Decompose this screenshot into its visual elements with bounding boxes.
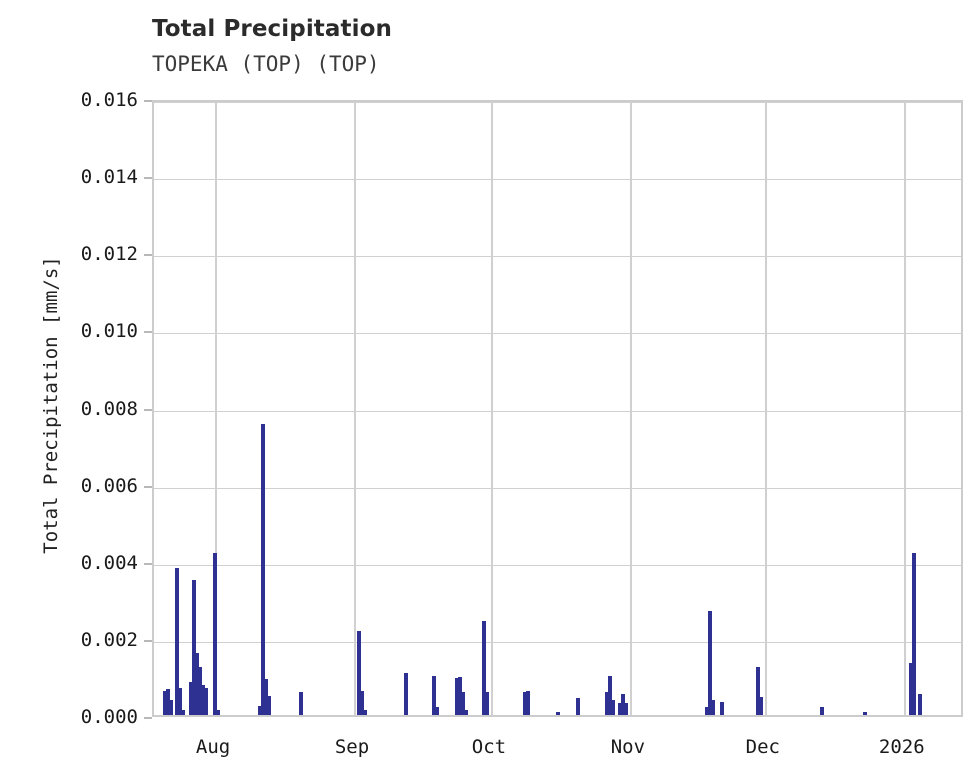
bar — [710, 699, 715, 715]
x-tick-label: 2026 — [878, 736, 925, 758]
bar — [523, 691, 528, 715]
gridline-horizontal — [154, 333, 961, 335]
y-tick-mark — [144, 562, 152, 565]
bar — [458, 677, 463, 715]
bar — [620, 693, 625, 715]
bar — [432, 676, 437, 715]
bar — [195, 653, 200, 715]
bar — [607, 676, 612, 715]
bar — [526, 690, 531, 715]
gridline-vertical — [215, 102, 218, 715]
bar — [213, 553, 218, 715]
y-tick-label: 0.012 — [80, 243, 138, 266]
bar — [464, 709, 469, 715]
bar — [704, 707, 709, 715]
y-tick-label: 0.000 — [80, 706, 138, 728]
bar — [758, 696, 763, 715]
y-tick-mark — [144, 100, 152, 102]
bar — [819, 706, 824, 715]
plot-area — [152, 100, 963, 717]
chart-subtitle: TOPEKA (TOP) (TOP) — [152, 52, 380, 76]
bar — [917, 693, 922, 715]
bar — [719, 701, 724, 715]
x-tick-label: Dec — [745, 736, 781, 758]
bar — [264, 679, 269, 715]
bar — [610, 699, 615, 715]
bar — [201, 684, 206, 715]
bar — [166, 688, 170, 715]
y-tick-mark — [144, 254, 152, 257]
y-tick-mark — [144, 717, 152, 719]
gridline-vertical — [629, 102, 632, 715]
bar — [216, 710, 221, 715]
gridline-vertical — [764, 102, 767, 715]
y-tick-label: 0.006 — [80, 474, 138, 497]
bar — [455, 678, 460, 715]
bar — [261, 423, 266, 715]
y-tick-mark — [144, 177, 152, 180]
bar — [911, 553, 916, 715]
gridline-horizontal — [154, 102, 961, 103]
bar — [404, 672, 409, 715]
y-tick-label: 0.010 — [80, 320, 138, 343]
bar — [435, 707, 440, 715]
y-tick-mark — [144, 485, 152, 488]
gridline-vertical — [490, 102, 493, 715]
x-tick-label: Sep — [334, 736, 370, 758]
y-tick-label: 0.002 — [80, 628, 138, 651]
bar — [485, 691, 490, 715]
gridline-vertical — [903, 102, 906, 715]
bar — [198, 666, 203, 715]
y-tick-mark — [144, 408, 152, 411]
bar — [707, 610, 712, 715]
gridline-horizontal — [154, 410, 961, 412]
bar — [169, 700, 173, 715]
bar — [862, 711, 867, 715]
y-tick-mark — [144, 331, 152, 334]
bar — [356, 630, 361, 715]
gridline-vertical — [353, 102, 356, 715]
bar — [482, 620, 487, 715]
bar — [258, 706, 263, 715]
bar — [299, 691, 304, 715]
gridline-horizontal — [154, 256, 961, 258]
bar — [604, 691, 609, 715]
gridline-horizontal — [154, 564, 961, 566]
gridline-horizontal — [154, 487, 961, 489]
bar — [178, 688, 182, 715]
bar — [175, 568, 179, 715]
y-tick-label: 0.008 — [80, 397, 138, 420]
bar — [359, 690, 364, 715]
bar — [617, 703, 622, 715]
x-tick-label: Aug — [195, 736, 231, 758]
chart-title: Total Precipitation — [152, 16, 392, 42]
bar — [555, 711, 560, 715]
y-tick-label: 0.014 — [80, 166, 138, 189]
gridline-horizontal — [154, 641, 961, 643]
bar — [575, 697, 580, 715]
bar — [189, 682, 194, 715]
bar — [163, 690, 167, 715]
bar — [267, 695, 272, 715]
bar — [461, 691, 466, 715]
x-tick-label: Oct — [471, 736, 507, 758]
y-tick-label: 0.004 — [80, 551, 138, 574]
y-tick-label: 0.016 — [80, 89, 138, 111]
bar — [204, 688, 209, 715]
gridline-horizontal — [154, 179, 961, 181]
bar — [755, 666, 760, 715]
bar — [362, 710, 367, 715]
bar — [192, 580, 197, 715]
bar — [181, 710, 185, 715]
x-tick-label: Nov — [610, 736, 646, 758]
bar — [623, 703, 628, 715]
y-tick-mark — [144, 639, 152, 642]
bar — [908, 662, 913, 715]
